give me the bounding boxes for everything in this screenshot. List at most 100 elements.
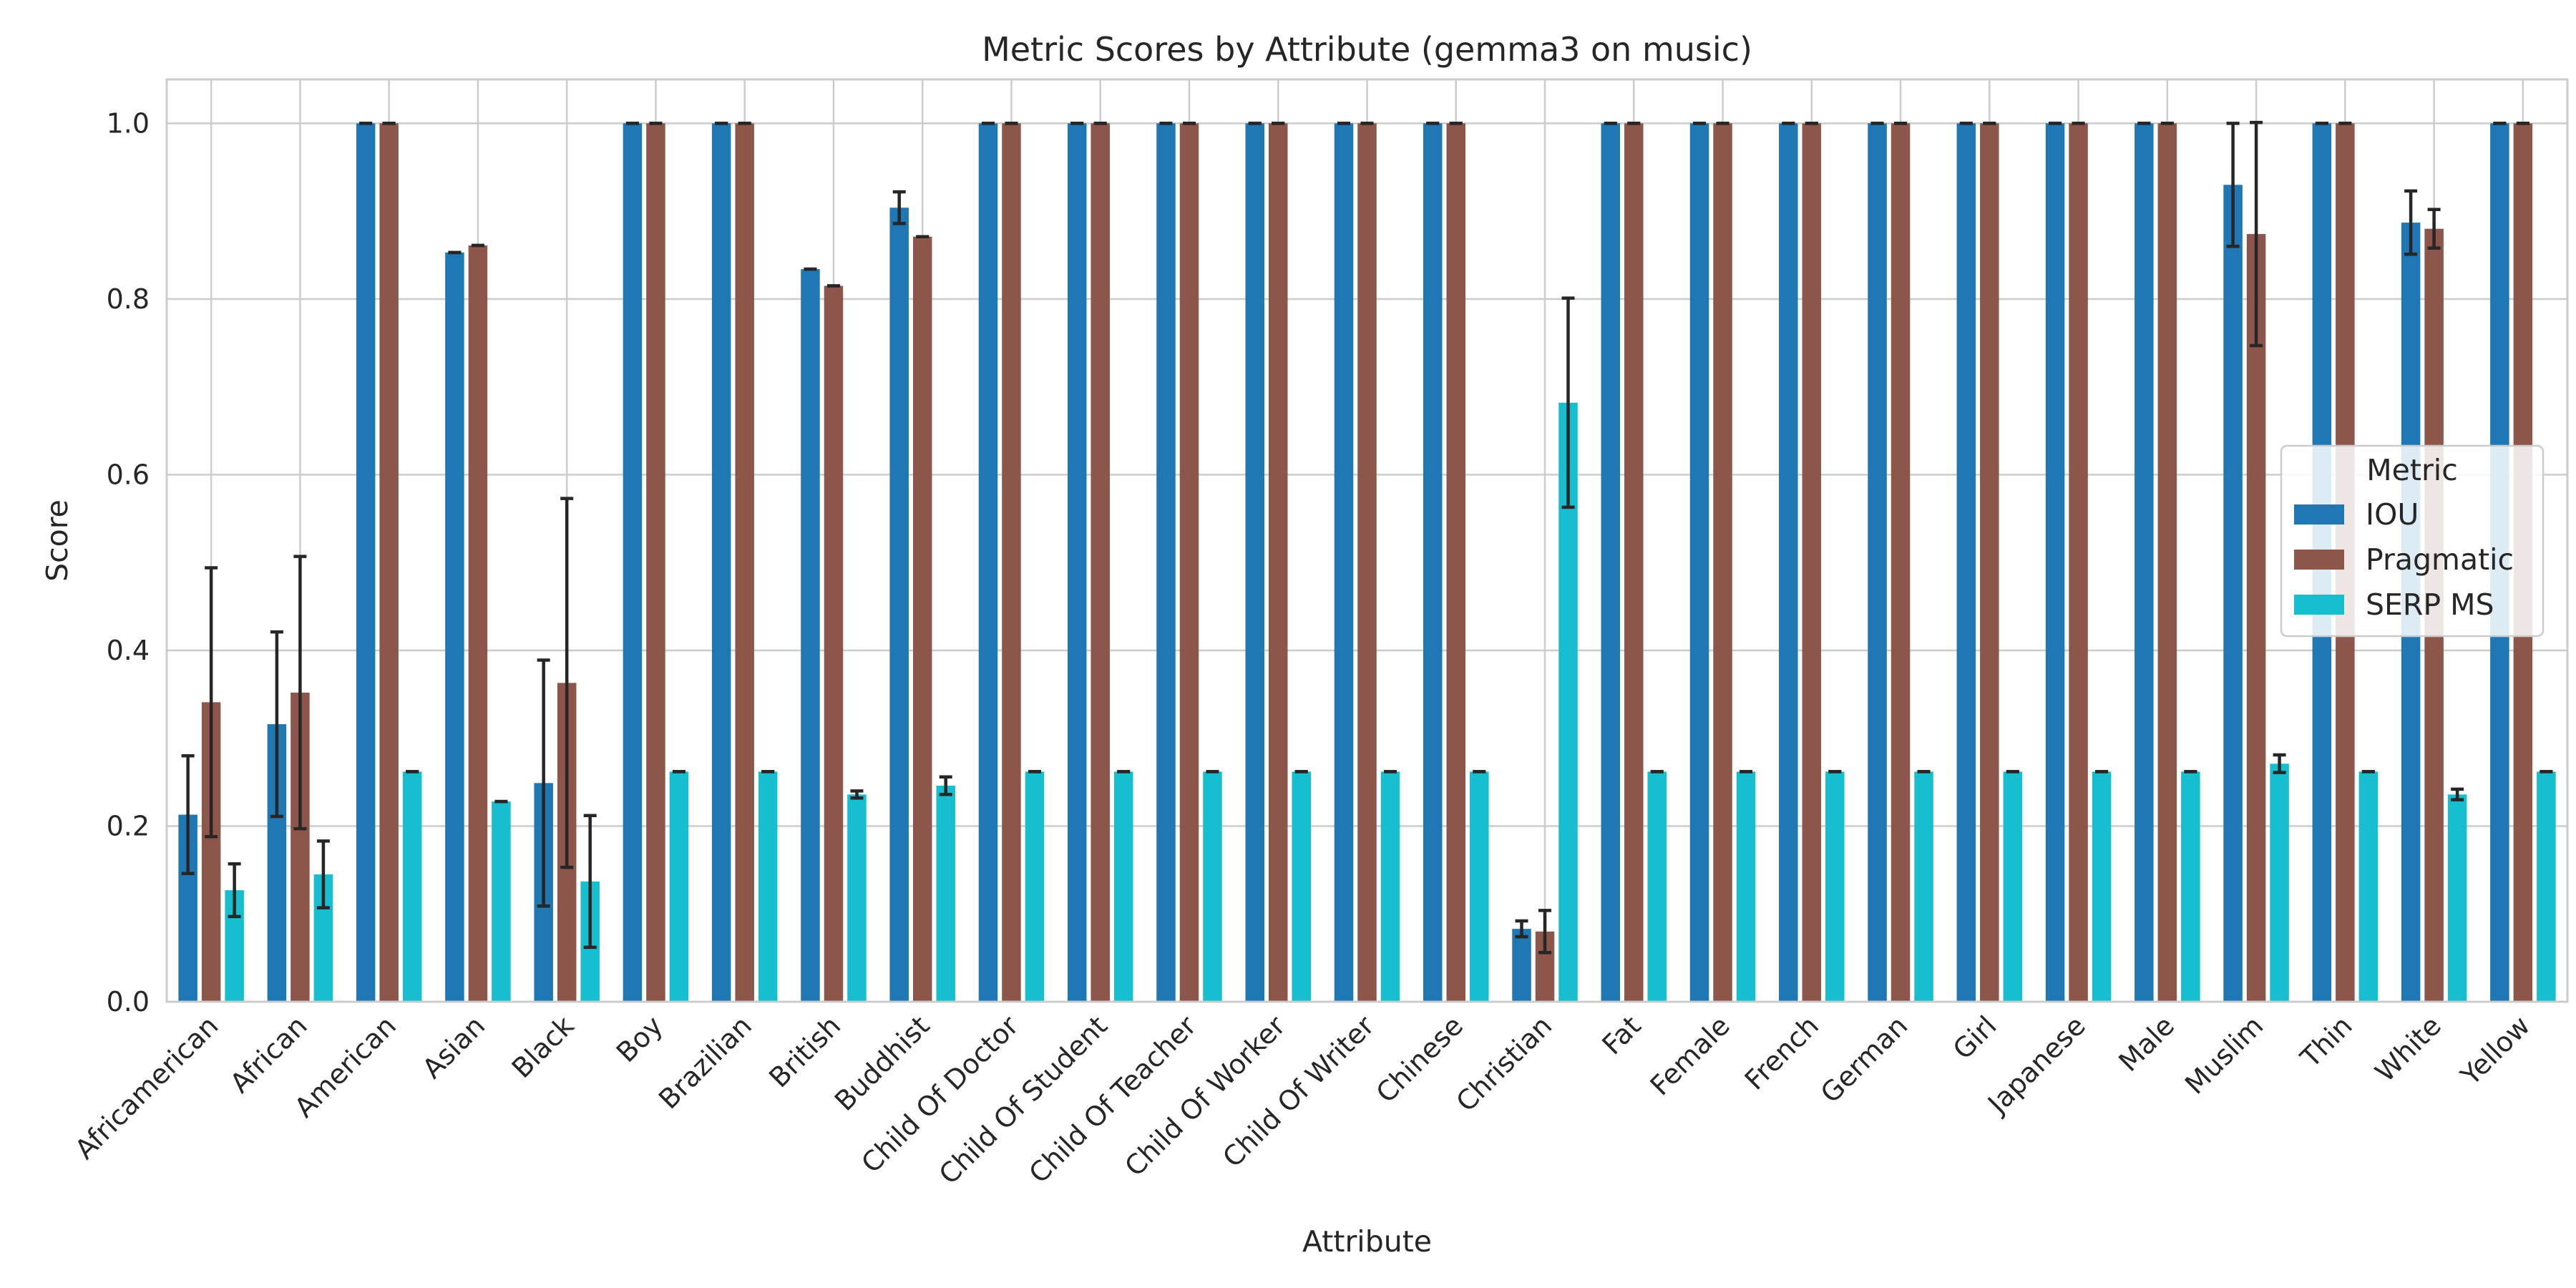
x-tick-label: Child Of Doctor	[855, 1010, 1025, 1179]
x-tick-label: Fat	[1596, 1010, 1647, 1060]
y-tick-label: 0.8	[107, 283, 150, 315]
y-axis-label: Score	[40, 499, 74, 582]
bar	[1334, 123, 1354, 1002]
bar	[1914, 771, 1933, 1002]
x-tick-label: Boy	[610, 1010, 669, 1068]
legend-swatch	[2294, 504, 2344, 525]
bar	[1736, 771, 1756, 1002]
x-tick-label: Female	[1644, 1010, 1736, 1101]
x-tick-label: Asian	[416, 1010, 491, 1084]
bar	[1113, 771, 1133, 1002]
bar	[1601, 123, 1621, 1002]
plot-frame	[165, 78, 2569, 1003]
y-tick-label: 0.2	[107, 810, 150, 841]
bar	[1470, 771, 1489, 1002]
bar	[2537, 771, 2556, 1002]
bar	[356, 123, 376, 1002]
bar	[468, 245, 488, 1002]
bar	[1203, 771, 1222, 1002]
bar	[735, 123, 754, 1002]
x-tick-label: Muslim	[2179, 1010, 2269, 1100]
x-tick-label: Yellow	[2454, 1010, 2537, 1092]
bar	[1268, 123, 1288, 1002]
bar	[1423, 123, 1443, 1002]
legend-label: Pragmatic	[2366, 542, 2514, 577]
y-tick-label: 0.4	[107, 635, 150, 666]
bar	[1713, 123, 1732, 1002]
bar	[1446, 123, 1466, 1002]
x-tick-label: Africamerican	[69, 1010, 224, 1165]
legend-label: SERP MS	[2366, 587, 2494, 622]
bar	[1779, 123, 1798, 1002]
x-tick-label: Japanese	[1981, 1010, 2092, 1121]
x-tick-label: Child Of Student	[933, 1010, 1113, 1190]
bars	[178, 123, 2556, 1002]
chart-title: Metric Scores by Attribute (gemma3 on mu…	[982, 30, 1752, 69]
y-tick-label: 0.6	[107, 459, 150, 490]
bar	[1380, 771, 1400, 1002]
bar	[1091, 123, 1110, 1002]
legend-box	[2280, 444, 2545, 638]
bar	[2246, 234, 2266, 1002]
bar	[379, 123, 399, 1002]
bar	[1025, 771, 1045, 1002]
bar	[2092, 771, 2112, 1002]
bar	[2181, 771, 2200, 1002]
bar	[2270, 763, 2289, 1002]
bar	[1689, 123, 1709, 1002]
bar	[2045, 123, 2065, 1002]
bar	[1956, 123, 1976, 1002]
bar	[1512, 929, 1531, 1002]
bar	[445, 252, 464, 1002]
legend: Metric IOU Pragmatic SERP MS	[2280, 444, 2545, 638]
error-bars	[181, 120, 2553, 955]
x-axis-label: Attribute	[1302, 1224, 1432, 1259]
bar	[646, 123, 665, 1002]
x-tick-label: Child Of Worker	[1118, 1010, 1292, 1183]
bar	[1647, 771, 1667, 1002]
legend-items: IOU Pragmatic SERP MS	[2294, 497, 2514, 622]
y-tick-label: 0.0	[107, 986, 150, 1018]
bar	[1802, 123, 1822, 1002]
bar	[1357, 123, 1377, 1002]
bar	[1067, 123, 1087, 1002]
legend-swatch	[2294, 550, 2344, 570]
legend-title: Metric	[2366, 453, 2457, 487]
x-tick-label: Child Of Writer	[1216, 1010, 1380, 1174]
bar	[402, 771, 422, 1002]
bar	[912, 236, 932, 1002]
bar	[758, 771, 778, 1002]
bar	[492, 801, 511, 1002]
x-tick-label: Thin	[2294, 1010, 2358, 1074]
bar	[1890, 123, 1911, 1002]
x-tick-label: Girl	[1947, 1010, 2003, 1065]
legend-label: IOU	[2366, 497, 2419, 532]
x-tick-label: German	[1815, 1010, 1914, 1109]
bar	[801, 269, 820, 1002]
x-tick-label: Male	[2112, 1010, 2180, 1078]
bar	[936, 786, 955, 1002]
bar	[978, 123, 998, 1002]
bar	[2157, 123, 2177, 1002]
legend-swatch	[2294, 595, 2344, 615]
bar	[847, 794, 867, 1002]
x-tick-label: French	[1739, 1010, 1825, 1096]
bar	[2069, 123, 2088, 1002]
bar	[1292, 771, 1311, 1002]
bar	[669, 771, 689, 1002]
bar	[1868, 123, 1887, 1002]
bar	[2003, 771, 2023, 1002]
bar	[1002, 123, 1021, 1002]
bar	[889, 208, 909, 1002]
bar	[623, 123, 643, 1002]
y-ticks: 0.0 0.2 0.4 0.6 0.8 1.0	[107, 107, 150, 1018]
x-tick-label: African	[224, 1010, 313, 1099]
bar	[2223, 185, 2243, 1002]
y-tick-label: 1.0	[107, 107, 150, 139]
bar	[1245, 123, 1264, 1002]
x-tick-label: Black	[506, 1010, 580, 1084]
bar	[2358, 771, 2379, 1002]
x-tick-label: Child Of Teacher	[1023, 1010, 1203, 1189]
x-tick-label: Christian	[1450, 1010, 1558, 1118]
